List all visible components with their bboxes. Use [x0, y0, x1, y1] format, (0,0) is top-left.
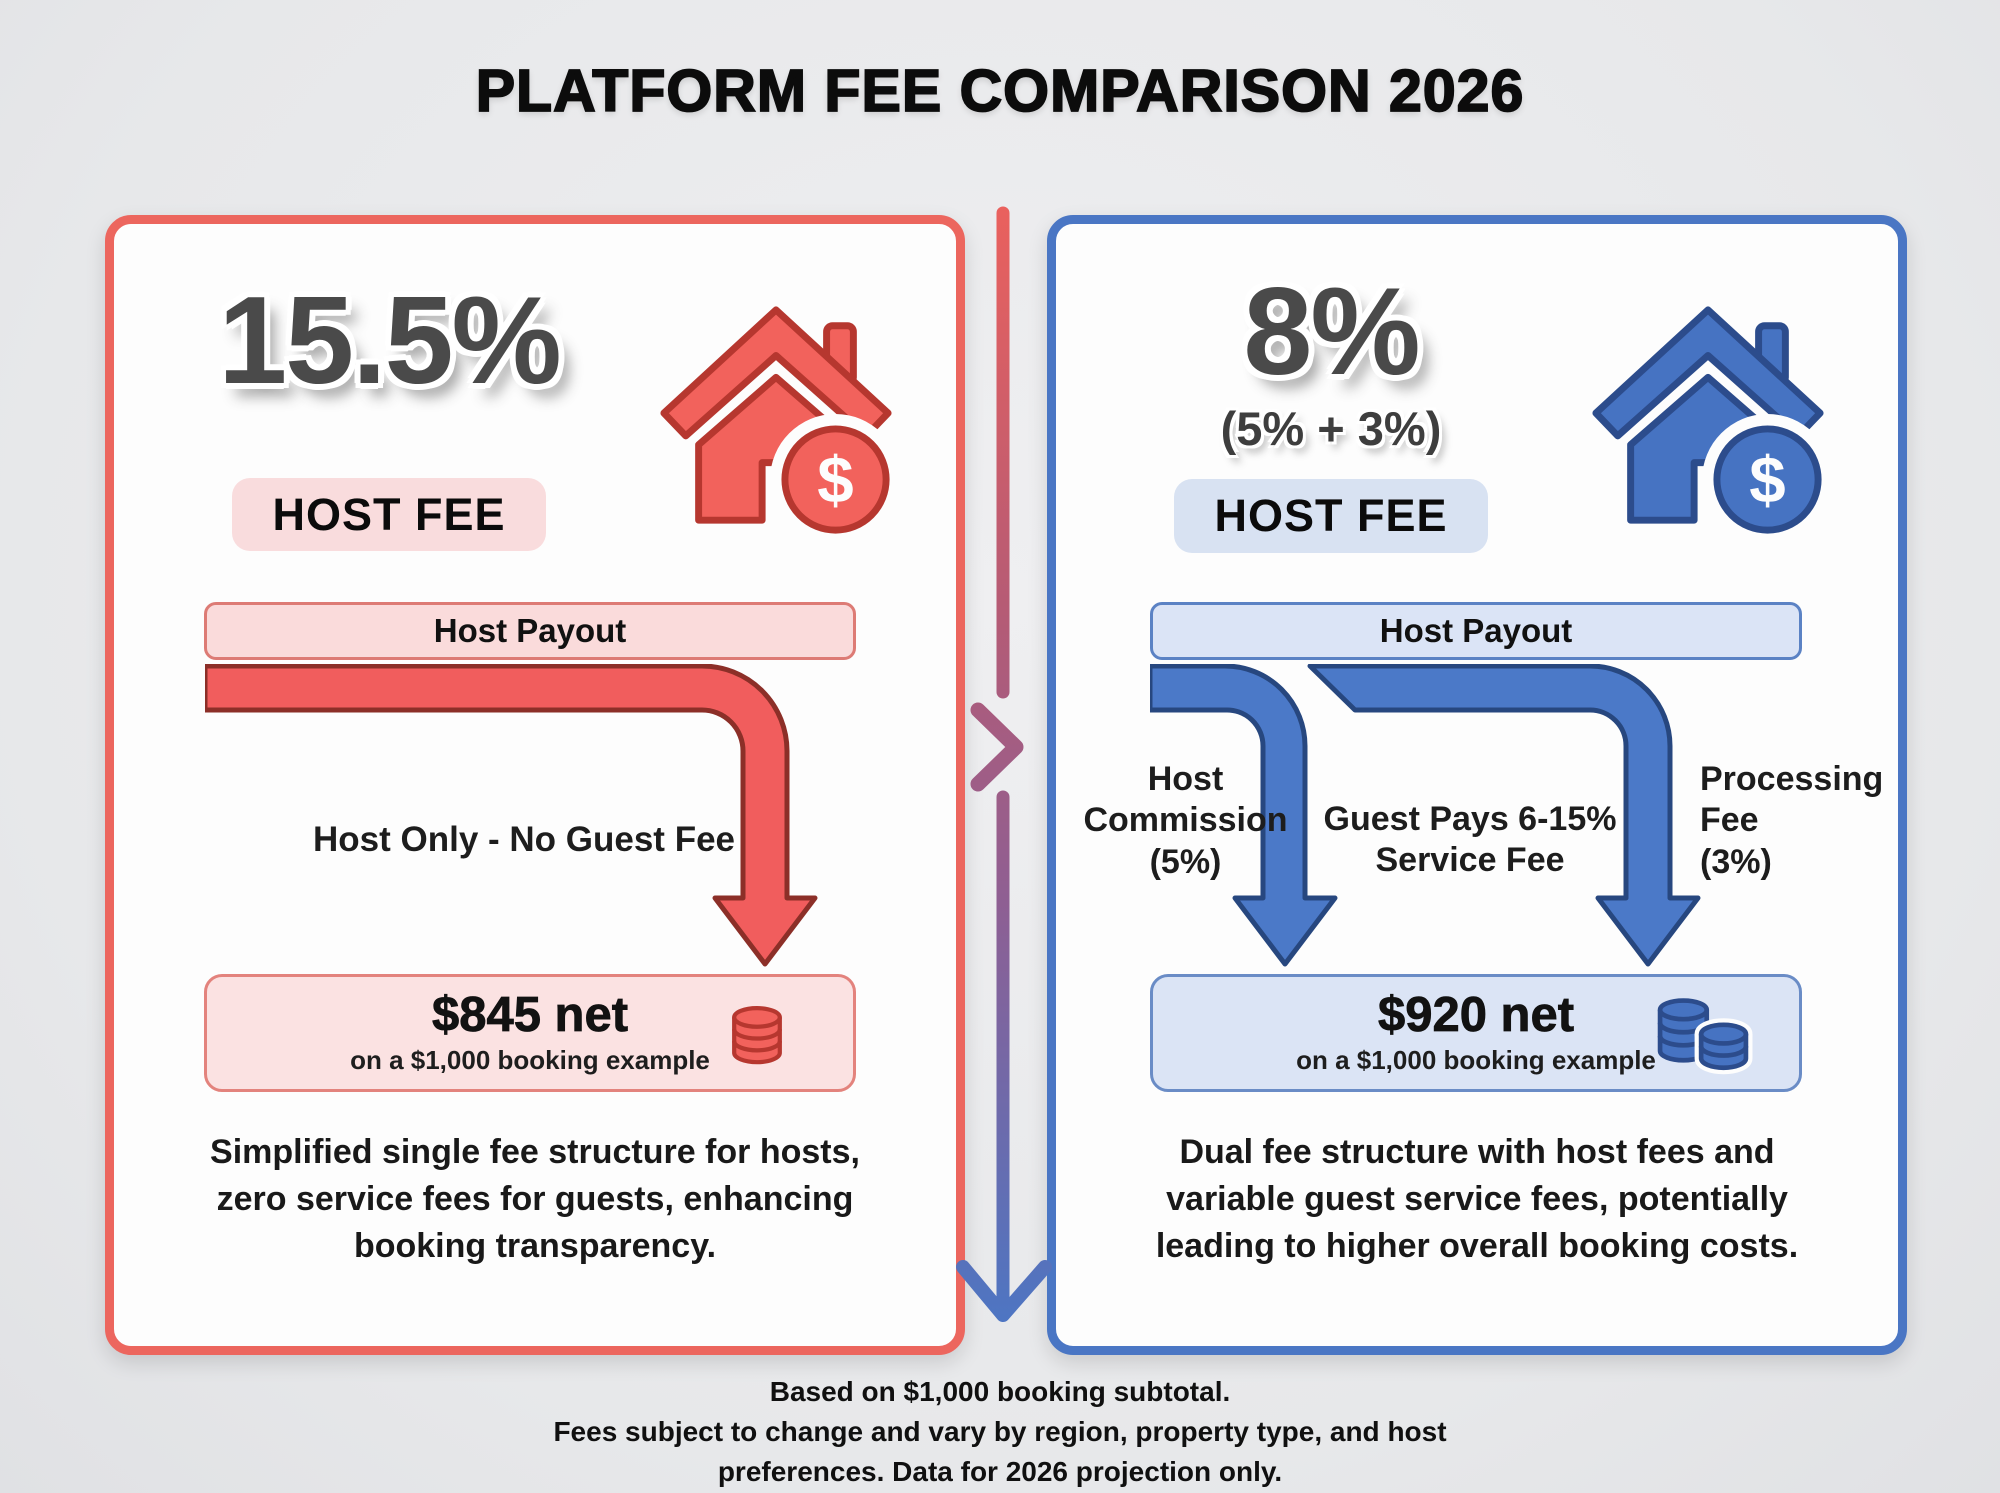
rate-value-left: 15.5% [218, 272, 562, 410]
net-amount-right: $920 net [1377, 988, 1575, 1043]
rate-column-left: 15.5% HOST FEE [199, 272, 579, 552]
house-dollar-icon: $ [660, 306, 900, 544]
description-right: Dual fee structure with host fees and va… [1155, 1133, 1799, 1265]
chevron-right-icon [970, 702, 1024, 792]
dollar-glyph: $ [1749, 443, 1785, 516]
panel-dual-fee: 8% (5% + 3%) HOST FEE $ Host Payout Host… [1047, 215, 1907, 1355]
host-payout-bar-left: Host Payout [204, 602, 856, 660]
footnote: Based on $1,000 booking subtotal. Fees s… [553, 1376, 1447, 1487]
host-fee-badge-right: HOST FEE [1174, 479, 1488, 553]
flow-label-host-commission: Host Commission (5%) [1083, 760, 1288, 881]
description-left: Simplified single fee structure for host… [210, 1133, 860, 1265]
host-fee-badge-left: HOST FEE [232, 478, 546, 552]
double-coin-stack-icon [1657, 998, 1753, 1075]
net-note-left: on a $1,000 booking example [350, 1044, 710, 1075]
rate-value-right: 8% [1243, 263, 1420, 401]
dollar-glyph: $ [817, 443, 853, 516]
net-amount-left: $845 net [431, 988, 629, 1043]
coin-stack-icon [732, 1006, 782, 1065]
net-note-right: on a $1,000 booking example [1296, 1044, 1656, 1075]
house-dollar-icon: $ [1592, 306, 1832, 544]
rate-breakdown-right: (5% + 3%) [1220, 402, 1442, 455]
arrow-down-icon [956, 1260, 1052, 1322]
net-amount-box-left: $845 net on a $1,000 booking example [204, 974, 856, 1092]
flow-label-guest-service: Guest Pays 6-15% Service Fee [1323, 800, 1617, 880]
flow-arrows-right [1150, 664, 1701, 967]
page-title: PLATFORM FEE COMPARISON 2026 [475, 57, 1525, 125]
host-payout-bar-right: Host Payout [1150, 602, 1802, 660]
flow-arrow-left [205, 664, 818, 967]
rate-column-right: 8% (5% + 3%) HOST FEE [1141, 270, 1521, 553]
comparison-arrow-divider [956, 206, 1052, 1322]
panel-single-fee: 15.5% HOST FEE $ Host Payout Host Only -… [105, 215, 965, 1355]
flow-label-processing-fee: Processing Fee (3%) [1700, 760, 1884, 881]
net-amount-box-right: $920 net on a $1,000 booking example [1150, 974, 1802, 1092]
flow-label-left: Host Only - No Guest Fee [313, 820, 735, 859]
